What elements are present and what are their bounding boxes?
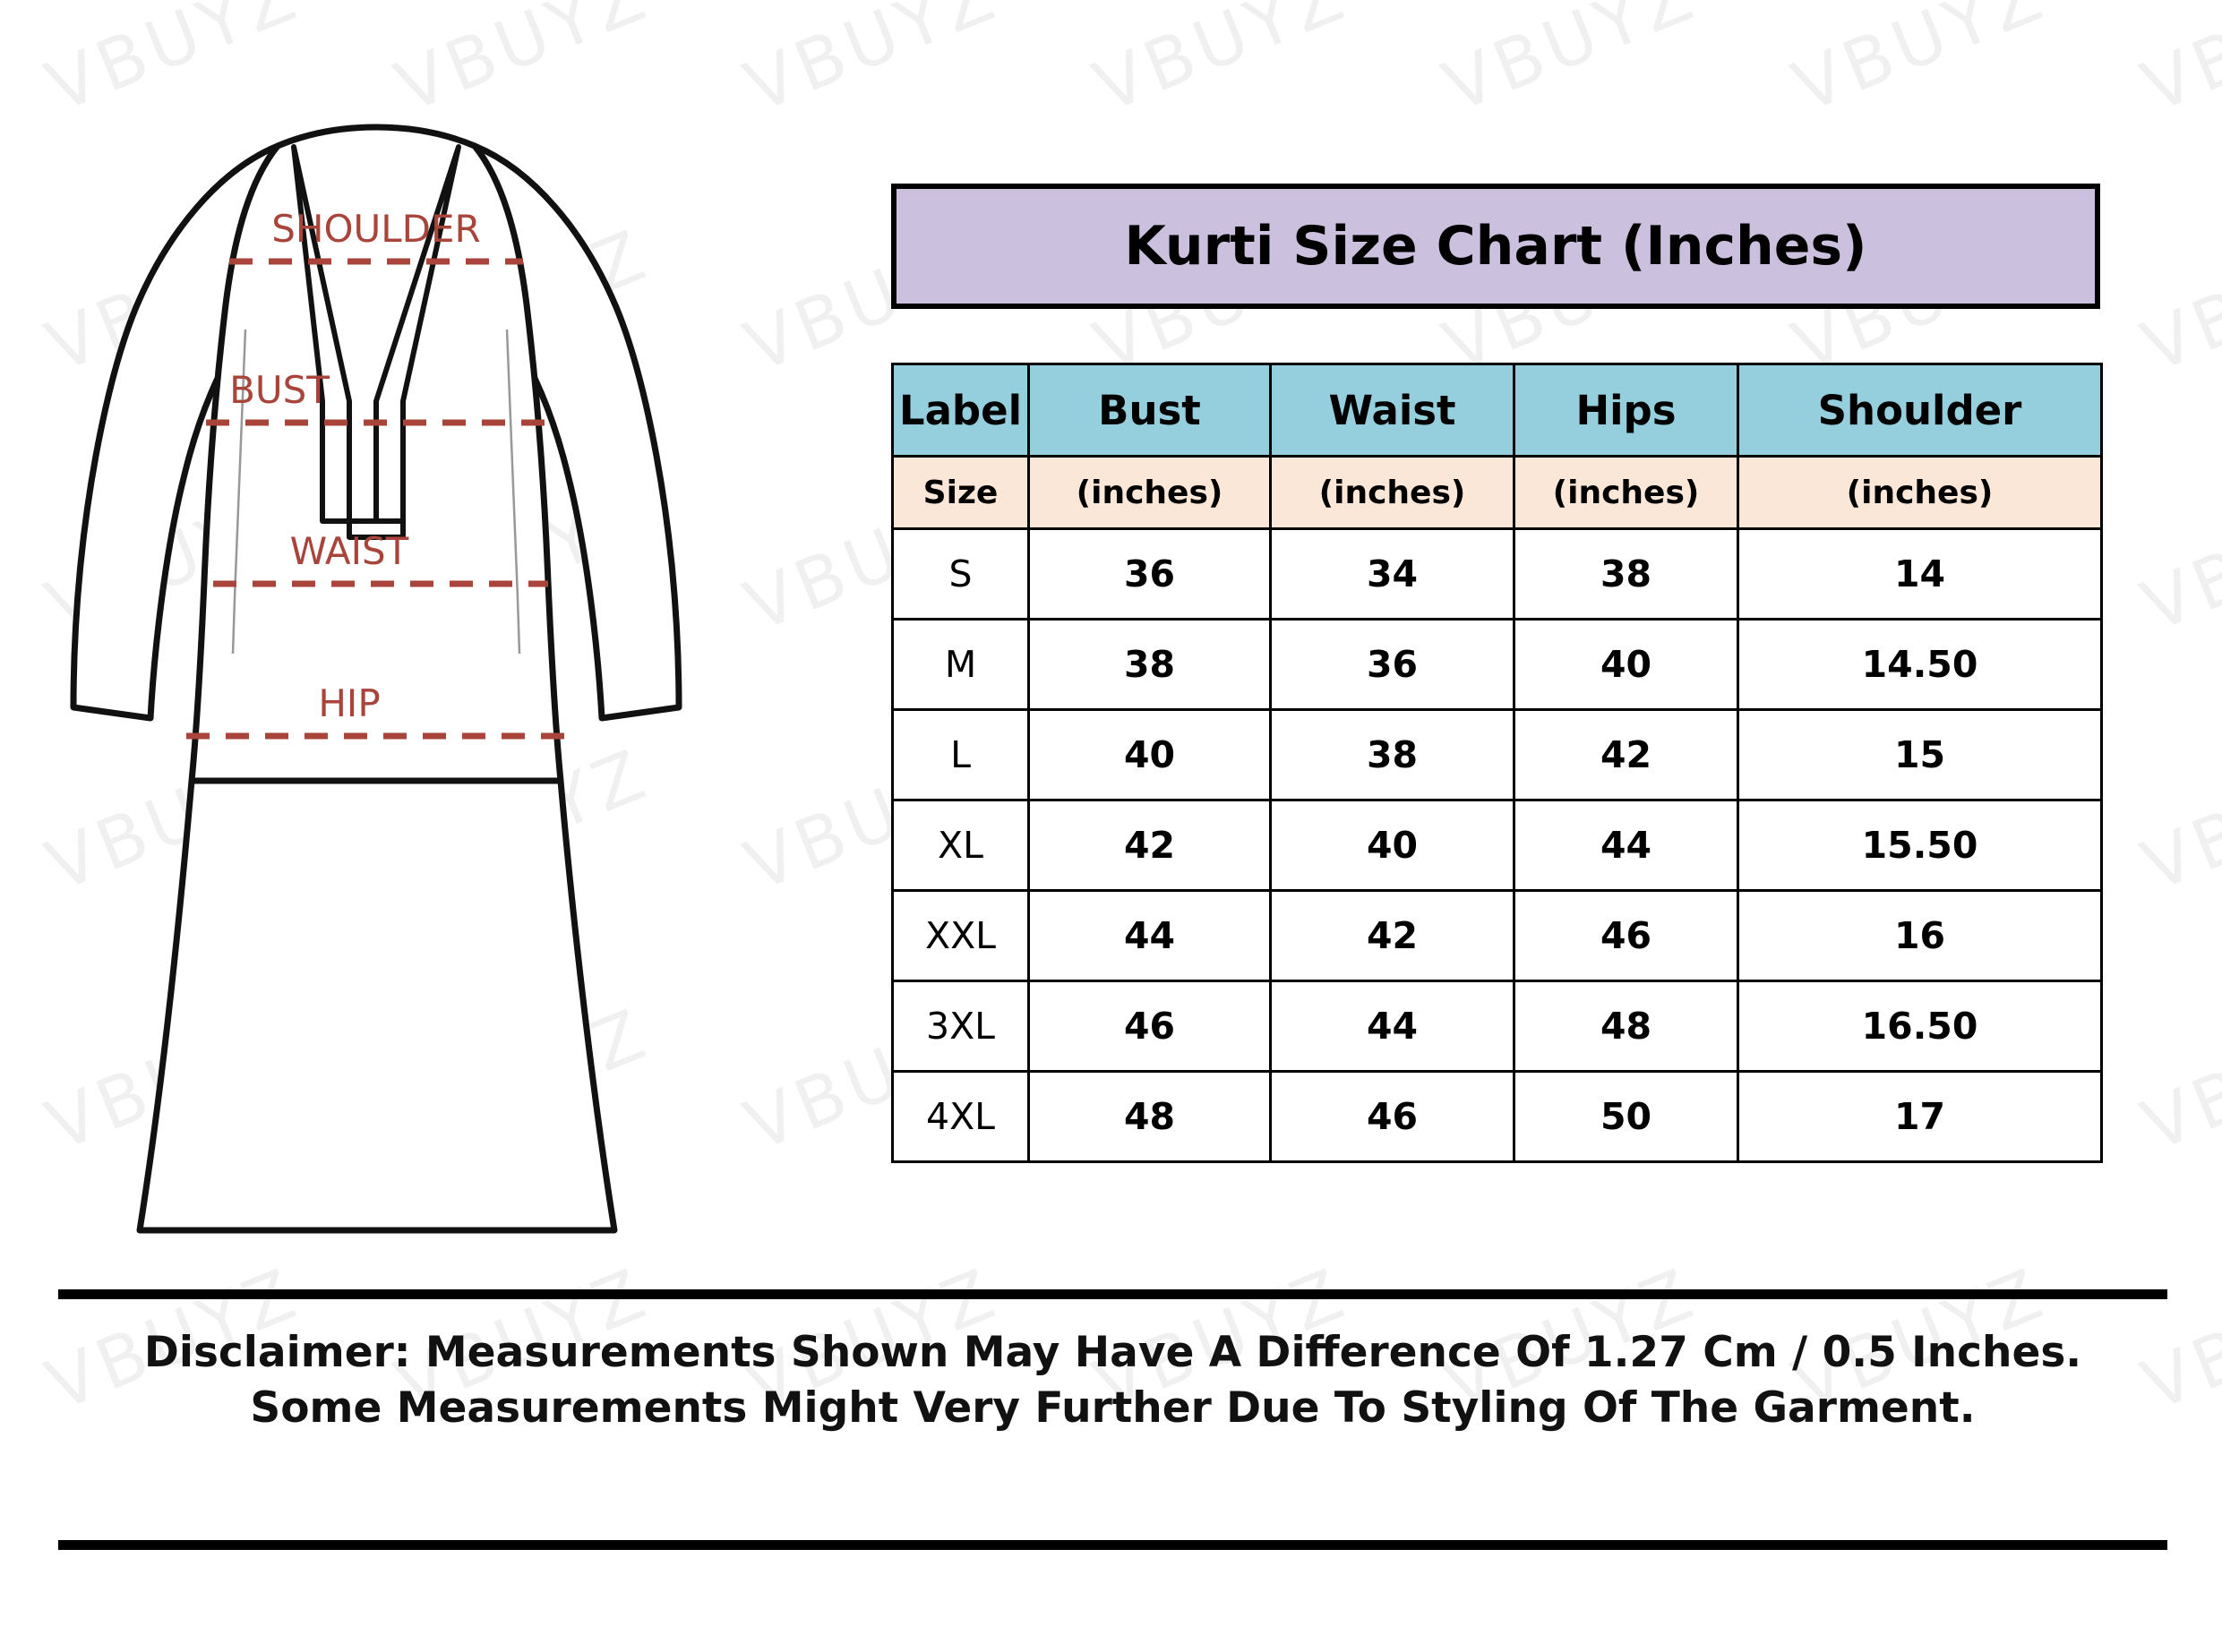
- measurement-lines: [186, 258, 575, 740]
- kurti-outline: [70, 124, 682, 1234]
- table-row: XL 42 40 44 15.50: [891, 799, 2103, 892]
- size-chart-panel: Kurti Size Chart (Inches) Label Bust Wai…: [891, 184, 2103, 1163]
- cell-hips: 46: [1513, 889, 1739, 982]
- cell-hips: 44: [1513, 799, 1739, 892]
- divider-rule-top: [58, 1289, 2167, 1299]
- watermark-text: VBUYZ: [2132, 733, 2222, 908]
- kurti-skirt: [136, 777, 618, 1234]
- cell-shoulder: 14.50: [1737, 618, 2103, 711]
- cell-shoulder: 16.50: [1737, 980, 2103, 1073]
- watermark-text: VBUYZ: [1433, 0, 1709, 129]
- table-row: L 40 38 42 15: [891, 708, 2103, 801]
- divider-rule-bottom: [58, 1540, 2167, 1550]
- cell-hips: 50: [1513, 1070, 1739, 1163]
- cell-size: L: [891, 708, 1030, 801]
- header-row-main: Label Bust Waist Hips Shoulder: [891, 363, 2103, 458]
- table-row: S 36 34 38 14: [891, 527, 2103, 621]
- size-chart-table: Label Bust Waist Hips Shoulder Size (inc…: [891, 363, 2103, 1163]
- cell-bust: 42: [1027, 799, 1272, 892]
- measurement-labels: SHOULDER BUST WAIST HIP: [229, 207, 481, 725]
- table-head: Label Bust Waist Hips Shoulder: [891, 363, 2103, 458]
- unit-cell-waist: (inches): [1269, 455, 1515, 530]
- watermark-text: VBUYZ: [1782, 0, 2058, 129]
- cell-waist: 42: [1269, 889, 1515, 982]
- waist-label: WAIST: [290, 529, 409, 573]
- kurti-flat-sketch-svg: SHOULDER BUST WAIST HIP: [70, 124, 682, 1234]
- cell-waist: 44: [1269, 980, 1515, 1073]
- unit-cell-hips: (inches): [1513, 455, 1739, 530]
- header-row-units: Size (inches) (inches) (inches) (inches): [891, 455, 2103, 530]
- seam-lines: [231, 329, 521, 655]
- garment-illustration: SHOULDER BUST WAIST HIP: [54, 116, 860, 1271]
- cell-bust: 40: [1027, 708, 1272, 801]
- cell-bust: 36: [1027, 527, 1272, 621]
- bust-label: BUST: [229, 368, 330, 412]
- col-header-bust: Bust: [1027, 363, 1272, 458]
- table-row: 4XL 48 46 50 17: [891, 1070, 2103, 1163]
- cell-bust: 48: [1027, 1070, 1272, 1163]
- unit-cell-size: Size: [891, 455, 1030, 530]
- placket-left: [291, 144, 352, 524]
- cell-size: S: [891, 527, 1030, 621]
- watermark-text: VBUYZ: [36, 0, 312, 129]
- table-row: M 38 36 40 14.50: [891, 618, 2103, 711]
- cell-shoulder: 17: [1737, 1070, 2103, 1163]
- cell-size: 3XL: [891, 980, 1030, 1073]
- cell-hips: 40: [1513, 618, 1739, 711]
- cell-hips: 42: [1513, 708, 1739, 801]
- hip-label: HIP: [318, 681, 380, 725]
- cell-shoulder: 15: [1737, 708, 2103, 801]
- cell-waist: 34: [1269, 527, 1515, 621]
- right-side-seam: [505, 329, 521, 655]
- table-row: 3XL 46 44 48 16.50: [891, 980, 2103, 1073]
- neckline-placket: [291, 144, 461, 540]
- cell-size: XL: [891, 799, 1030, 892]
- watermark-text: VBUYZ: [2132, 214, 2222, 389]
- cell-shoulder: 14: [1737, 527, 2103, 621]
- watermark-text: VBUYZ: [385, 0, 661, 129]
- cell-waist: 40: [1269, 799, 1515, 892]
- table-row: XXL 44 42 46 16: [891, 889, 2103, 982]
- unit-cell-shoulder: (inches): [1737, 455, 2103, 530]
- unit-cell-bust: (inches): [1027, 455, 1272, 530]
- cell-bust: 44: [1027, 889, 1272, 982]
- watermark-text: VBUYZ: [2132, 993, 2222, 1168]
- col-header-waist: Waist: [1269, 363, 1515, 458]
- shoulder-label: SHOULDER: [271, 207, 481, 251]
- left-side-seam: [231, 329, 247, 655]
- cell-size: XXL: [891, 889, 1030, 982]
- cell-bust: 38: [1027, 618, 1272, 711]
- disclaimer-block: Disclaimer: Measurements Shown May Have …: [58, 1325, 2167, 1436]
- placket-bottom: [347, 518, 406, 540]
- watermark-text: VBUYZ: [2132, 474, 2222, 648]
- cell-waist: 36: [1269, 618, 1515, 711]
- cell-size: M: [891, 618, 1030, 711]
- page-title: Kurti Size Chart (Inches): [1124, 215, 1867, 278]
- cell-shoulder: 15.50: [1737, 799, 2103, 892]
- cell-hips: 38: [1513, 527, 1739, 621]
- cell-size: 4XL: [891, 1070, 1030, 1163]
- col-header-shoulder: Shoulder: [1737, 363, 2103, 458]
- watermark-text: VBUYZ: [734, 0, 1010, 129]
- disclaimer-line-1: Disclaimer: Measurements Shown May Have …: [143, 1328, 2082, 1377]
- disclaimer-line-2: Some Measurements Might Very Further Due…: [250, 1383, 1976, 1434]
- col-header-label: Label: [891, 363, 1030, 458]
- table-body: Size (inches) (inches) (inches) (inches)…: [891, 455, 2103, 1163]
- chart-title-banner: Kurti Size Chart (Inches): [891, 184, 2100, 309]
- cell-shoulder: 16: [1737, 889, 2103, 982]
- watermark-text: VBUYZ: [1084, 0, 1360, 129]
- col-header-hips: Hips: [1513, 363, 1739, 458]
- cell-hips: 48: [1513, 980, 1739, 1073]
- cell-waist: 46: [1269, 1070, 1515, 1163]
- cell-waist: 38: [1269, 708, 1515, 801]
- watermark-text: VBUYZ: [2132, 0, 2222, 129]
- cell-bust: 46: [1027, 980, 1272, 1073]
